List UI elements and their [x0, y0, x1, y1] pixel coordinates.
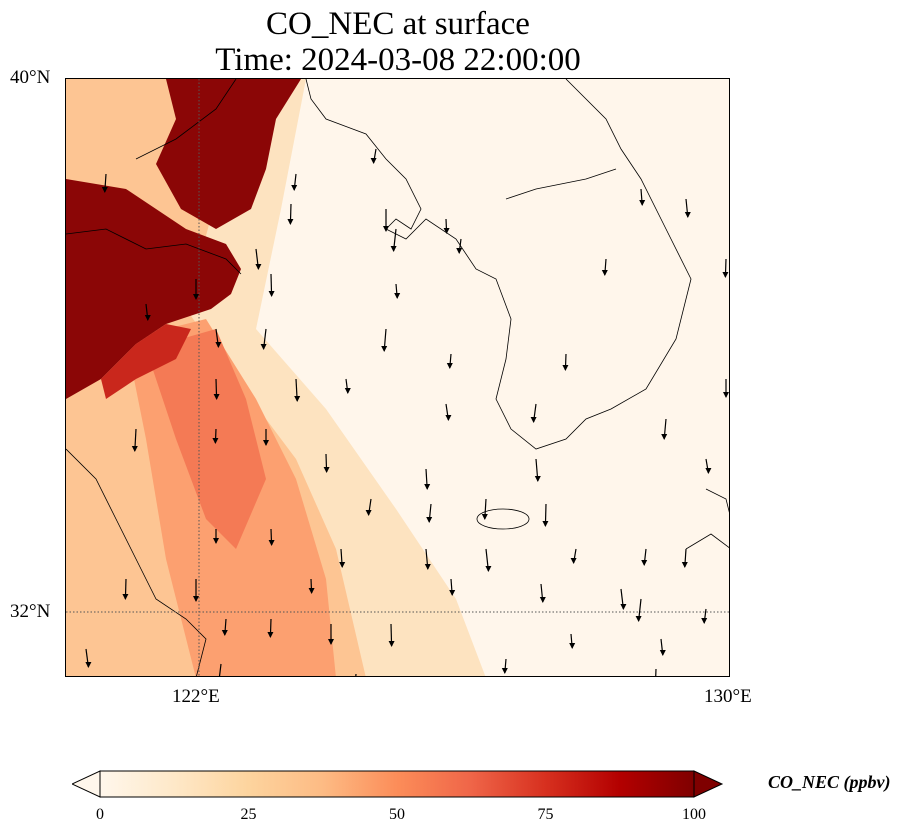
wind-vector-head — [213, 538, 219, 544]
map-panel — [65, 78, 730, 677]
china-coastline — [66, 448, 207, 676]
wind-vector-head — [291, 185, 298, 191]
wind-vector-head — [193, 596, 199, 602]
wind-vector-head — [365, 510, 372, 516]
north-korea-border — [505, 168, 617, 200]
wind-vector-head — [212, 438, 219, 444]
wind-vector-head — [85, 662, 92, 668]
wind-vector-head — [131, 446, 138, 452]
wind-vector-head — [443, 228, 450, 234]
shandong-coastline — [66, 228, 242, 275]
wind-vector-head — [723, 392, 729, 398]
wind-vector-head — [370, 158, 377, 164]
high-concentration-edge — [101, 324, 191, 399]
colorbar-label: CO_NEC (ppbv) — [768, 772, 891, 792]
lon-tick-122: 122°E — [172, 686, 220, 707]
wind-vector-head — [308, 588, 315, 594]
wind-vector-head — [263, 440, 269, 446]
high-concentration-west — [66, 179, 241, 399]
map-time-subtitle: Time: 2024-03-08 22:00:00 — [215, 42, 581, 78]
wind-vector-head — [268, 291, 275, 297]
wind-vector-head — [569, 643, 576, 649]
colorbar-gradient — [99, 770, 695, 798]
wind-vector-head — [635, 616, 642, 622]
colorbar-tick-75: 75 — [537, 806, 554, 823]
wind-vector-head — [255, 264, 262, 270]
colorbar-low-extend — [72, 770, 101, 798]
wind-vector-head — [144, 315, 151, 321]
wind-vector-head — [122, 594, 129, 600]
plume-core-region — [146, 329, 266, 549]
wind-vector — [655, 668, 657, 676]
wind-vector-head — [534, 476, 541, 482]
lat-tick-32: 32°N — [10, 601, 51, 622]
wind-vector-head — [426, 517, 433, 523]
wind-vector-head — [445, 415, 452, 421]
wind-vector-head — [570, 558, 577, 564]
wind-vector-head — [287, 219, 294, 225]
wind-vector-head — [101, 187, 108, 193]
korea-coastline — [305, 79, 692, 450]
wind-vector-head — [562, 365, 569, 371]
wind-vector-head — [620, 604, 627, 610]
wind-vector-head — [323, 467, 330, 473]
colorbar-high-extend — [693, 770, 724, 798]
wind-vector-head — [268, 540, 275, 546]
wind-vector-head — [390, 246, 397, 252]
wind-vector-head — [328, 639, 334, 645]
wind-vector-head — [701, 618, 708, 624]
high-concentration-north — [156, 79, 301, 229]
wind-vector-head — [446, 363, 453, 369]
colorbar — [72, 770, 724, 798]
wind-vector-head — [383, 226, 389, 232]
co-nec-field-map — [66, 79, 729, 676]
wind-vector — [218, 663, 222, 676]
wind-vector-head — [485, 566, 492, 572]
wind-vector-head — [661, 434, 668, 440]
wind-vector-head — [705, 468, 712, 474]
wind-vector-head — [539, 597, 546, 603]
wind-vector-head — [601, 270, 608, 276]
wind-vector-head — [339, 562, 346, 568]
wind-vector-head — [193, 294, 199, 300]
wind-vector-head — [641, 560, 648, 566]
wind-vector-head — [456, 248, 463, 254]
wind-vector-head — [684, 212, 691, 218]
wind-vector-head — [501, 668, 508, 674]
liaodong-coastline — [135, 79, 237, 160]
wind-vector-head — [542, 521, 549, 527]
wind-vector-head — [659, 650, 666, 656]
wind-vector-head — [267, 632, 274, 638]
lat-tick-40: 40°N — [10, 67, 51, 88]
wind-vector-field — [85, 148, 729, 676]
jeju-island — [476, 508, 530, 530]
wind-vector-head — [424, 564, 431, 570]
wind-vector-head — [213, 394, 220, 400]
wind-vector-head — [294, 396, 301, 402]
wind-vector-head — [394, 293, 401, 299]
wind-vector-head — [344, 388, 351, 394]
japan-coastline — [685, 488, 729, 550]
wind-vector-head — [388, 641, 395, 647]
lon-tick-130: 130°E — [704, 686, 752, 707]
colorbar-tick-100: 100 — [682, 806, 706, 823]
wind-vector-head — [530, 417, 537, 423]
map-title: CO_NEC at surface — [266, 6, 530, 42]
wind-vector-head — [481, 514, 488, 520]
wind-vector-head — [722, 272, 729, 278]
wind-vector-head — [449, 590, 456, 596]
wind-vector-head — [424, 484, 431, 490]
wind-vector-head — [639, 200, 646, 206]
wind-vector-head — [215, 342, 222, 348]
wind-vector-head — [381, 346, 388, 352]
wind-vector-head — [681, 562, 688, 568]
colorbar-tick-0: 0 — [96, 806, 104, 823]
wind-vector-head — [260, 344, 267, 350]
wind-vector-head — [221, 630, 228, 636]
colorbar-tick-25: 25 — [240, 806, 257, 823]
colorbar-tick-50: 50 — [389, 806, 405, 823]
